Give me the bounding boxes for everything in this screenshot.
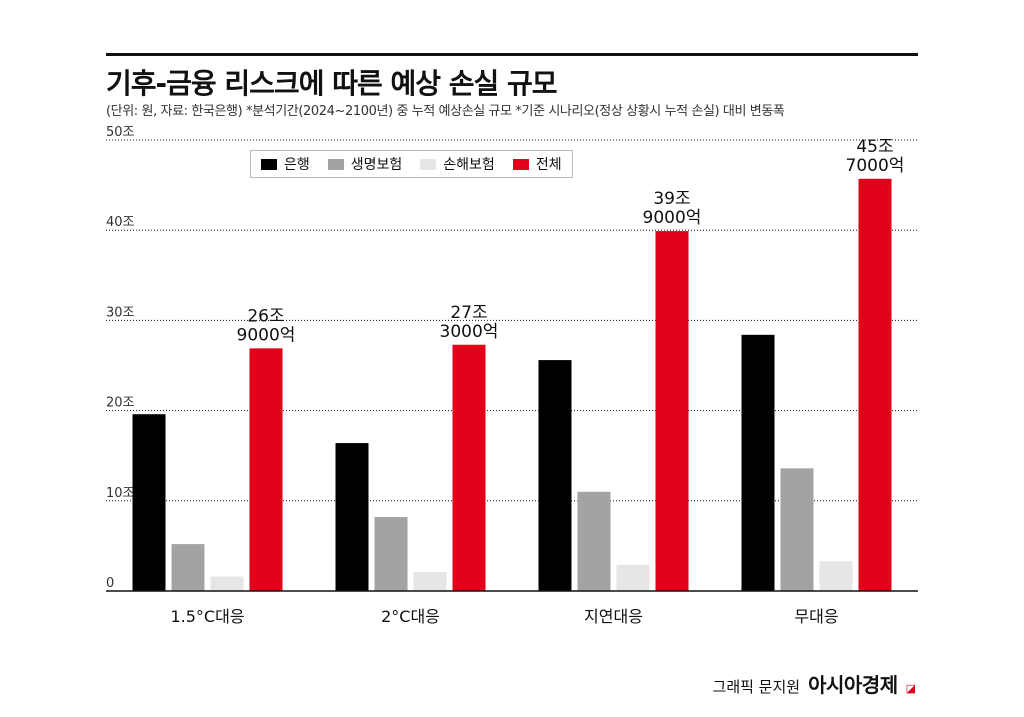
y-tick-label: 30조 <box>106 305 135 320</box>
legend-swatch-bank <box>261 158 277 170</box>
publisher-mark-icon: ◪ <box>905 682 916 695</box>
x-category-label: 무대응 <box>794 607 838 626</box>
bar-bank <box>741 334 775 591</box>
x-category-label: 2°C대응 <box>381 607 440 626</box>
bar-nonlife <box>616 564 650 591</box>
y-tick-label: 40조 <box>106 215 135 230</box>
top-rule <box>106 53 918 56</box>
graphic-credit: 그래픽 문지원 아시아경제 ◪ <box>713 669 916 698</box>
bar-nonlife <box>413 572 447 591</box>
bar-bank <box>132 414 166 591</box>
data-label-total-line2: 9000억 <box>237 325 296 345</box>
data-label-total-line2: 7000억 <box>846 156 905 176</box>
y-tick-label: 0 <box>106 576 114 591</box>
publisher-logo: 아시아경제 <box>808 673 898 697</box>
legend-swatch-total <box>512 158 529 170</box>
bar-total <box>249 348 283 591</box>
legend-item-total: 전체 <box>512 154 562 174</box>
legend-item-bank: 은행 <box>261 154 310 174</box>
data-label-total-line1: 39조 <box>653 189 690 209</box>
chart-subtitle: (단위: 원, 자료: 한국은행) *분석기간(2024~2100년) 중 누적… <box>106 104 785 119</box>
legend-swatch-life <box>327 158 344 170</box>
bar-life <box>171 544 205 591</box>
bar-nonlife <box>819 561 853 591</box>
x-category-label: 지연대응 <box>584 607 643 626</box>
credit-text: 그래픽 문지원 <box>712 678 801 696</box>
legend-item-nonlife: 손해보험 <box>420 154 495 174</box>
x-category-label: 1.5°C대응 <box>170 607 244 626</box>
y-tick-label: 10조 <box>106 486 135 501</box>
legend-item-life: 생명보험 <box>327 154 403 174</box>
data-label-total-line1: 26조 <box>247 306 284 326</box>
legend-label-bank: 은행 <box>284 157 310 173</box>
bar-nonlife <box>210 576 244 591</box>
legend-label-life: 생명보험 <box>350 157 403 173</box>
chart-title: 기후-금융 리스크에 따른 예상 손실 규모 <box>106 67 558 100</box>
bar-life <box>577 491 611 591</box>
legend-label-nonlife: 손해보험 <box>443 157 495 173</box>
bar-total <box>655 231 689 592</box>
data-label-total-line1: 27조 <box>450 303 487 323</box>
chart-legend: 은행 생명보험 손해보험 전체 <box>250 150 573 178</box>
bar-life <box>374 517 408 591</box>
data-label-total-line1: 45조 <box>856 137 893 157</box>
y-tick-label: 20조 <box>106 396 135 411</box>
legend-swatch-nonlife <box>420 158 437 170</box>
bar-total <box>452 344 486 591</box>
bar-bank <box>335 443 369 591</box>
data-label-total-line2: 3000억 <box>440 322 499 342</box>
bar-life <box>780 468 814 591</box>
bar-bank <box>538 360 572 591</box>
bar-total <box>858 178 892 591</box>
data-label-total-line2: 9000억 <box>643 208 702 228</box>
y-tick-label: 50조 <box>106 125 135 140</box>
legend-label-total: 전체 <box>535 157 562 173</box>
